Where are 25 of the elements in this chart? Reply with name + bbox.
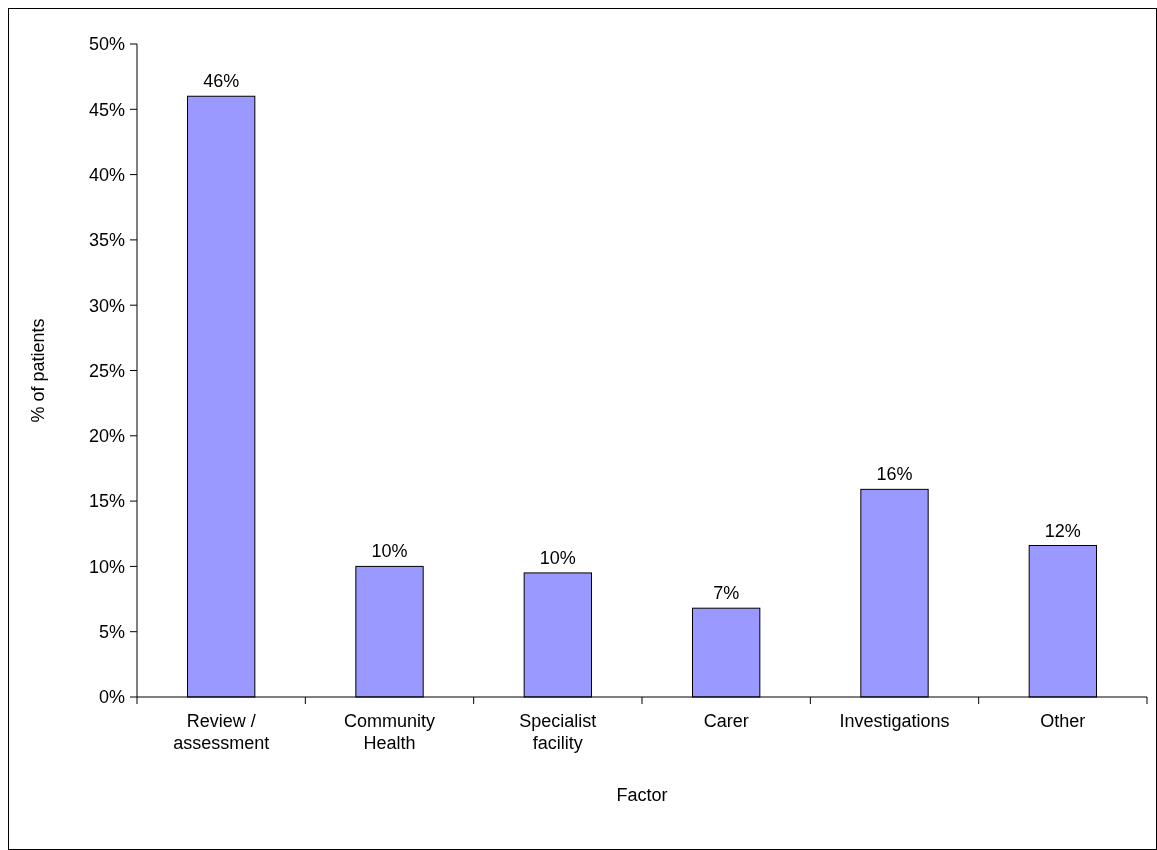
x-axis-title: Factor <box>616 785 668 805</box>
y-tick-label: 5% <box>98 622 125 642</box>
y-axis-title: % of patients <box>28 318 48 423</box>
data-label: 7% <box>713 583 740 604</box>
y-tick-label: 45% <box>88 99 125 120</box>
y-tick-label: 0% <box>98 687 125 708</box>
y-tick-label: 20% <box>88 426 125 447</box>
data-label: 12% <box>1044 520 1081 541</box>
data-label: 10% <box>371 541 408 562</box>
y-tick-label: 25% <box>88 360 125 381</box>
y-tick-label: 15% <box>88 491 125 512</box>
y-tick-label: 35% <box>88 230 125 251</box>
data-label: 46% <box>203 71 240 92</box>
y-tick-label: 40% <box>88 164 125 185</box>
x-tick-label: Community Health <box>343 711 436 753</box>
y-tick-label: 10% <box>88 556 125 577</box>
data-label: 16% <box>876 464 913 485</box>
x-tick-label: Investigations <box>839 711 950 731</box>
x-tick-label: Carer <box>703 711 749 731</box>
y-tick-label: 50% <box>88 34 125 55</box>
x-tick-label: Other <box>1040 711 1086 731</box>
y-tick-label: 30% <box>88 295 125 316</box>
x-tick-label: Specialist facility <box>519 711 597 753</box>
data-label: 10% <box>539 547 576 568</box>
x-tick-label: Review / assessment <box>173 711 270 753</box>
